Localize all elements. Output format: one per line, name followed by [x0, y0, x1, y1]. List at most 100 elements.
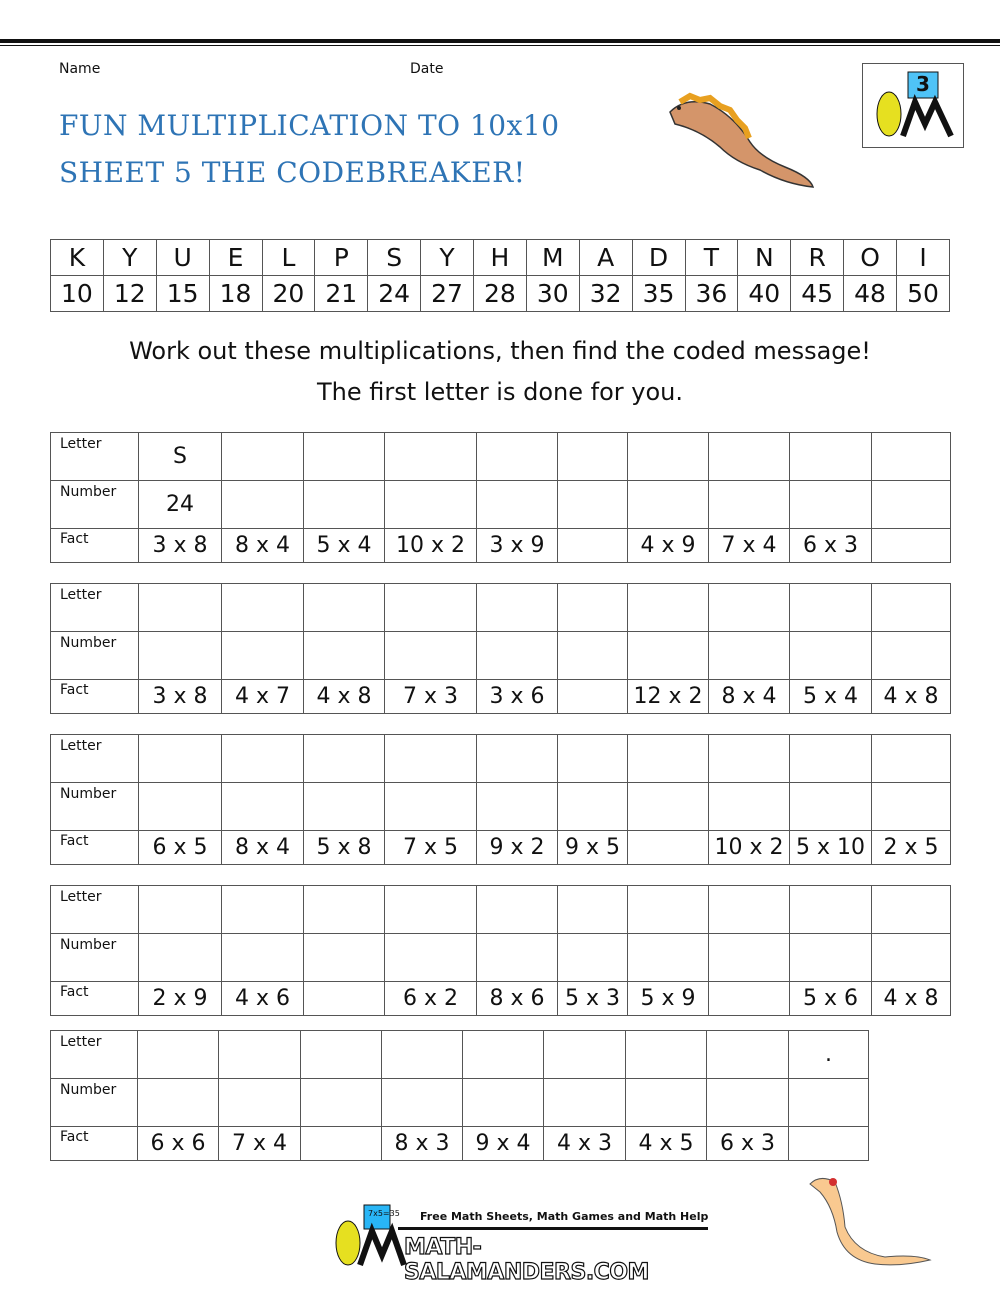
number-cell[interactable] [384, 480, 477, 529]
letter-cell[interactable] [303, 432, 385, 481]
number-cell[interactable] [221, 782, 304, 831]
letter-cell[interactable] [462, 1030, 544, 1079]
number-cell[interactable] [384, 631, 477, 680]
letter-cell[interactable] [708, 885, 790, 934]
letter-cell[interactable] [303, 734, 385, 783]
letter-cell[interactable] [300, 1030, 382, 1079]
letter-cell[interactable] [557, 583, 628, 632]
letter-cell[interactable] [138, 583, 222, 632]
number-cell[interactable] [476, 782, 558, 831]
number-cell[interactable] [627, 782, 709, 831]
letter-cell[interactable]: S [138, 432, 222, 481]
number-cell[interactable] [871, 933, 951, 982]
letter-cell[interactable] [381, 1030, 463, 1079]
letter-cell[interactable] [708, 432, 790, 481]
letter-cell[interactable] [543, 1030, 626, 1079]
letter-cell[interactable] [221, 432, 304, 481]
letter-cell[interactable] [557, 432, 628, 481]
letter-cell[interactable] [476, 734, 558, 783]
number-cell[interactable] [557, 782, 628, 831]
number-cell[interactable] [137, 1078, 219, 1127]
number-cell[interactable] [788, 1078, 869, 1127]
number-cell[interactable] [627, 933, 709, 982]
number-cell[interactable] [138, 933, 222, 982]
number-cell[interactable] [557, 933, 628, 982]
letter-cell[interactable] [871, 432, 951, 481]
number-cell[interactable] [138, 631, 222, 680]
number-cell[interactable] [138, 782, 222, 831]
number-cell[interactable] [384, 933, 477, 982]
letter-cell[interactable] [384, 583, 477, 632]
fact-cell: 8 x 4 [708, 679, 790, 714]
number-cell[interactable] [384, 782, 477, 831]
number-cell[interactable] [462, 1078, 544, 1127]
number-cell[interactable] [303, 782, 385, 831]
letter-cell[interactable] [303, 583, 385, 632]
letter-cell[interactable]: . [788, 1030, 869, 1079]
letter-cell[interactable] [384, 734, 477, 783]
number-cell[interactable] [218, 1078, 301, 1127]
number-cell[interactable] [708, 631, 790, 680]
number-cell[interactable] [221, 631, 304, 680]
letter-cell[interactable] [789, 885, 872, 934]
letter-cell[interactable] [218, 1030, 301, 1079]
letter-cell[interactable] [871, 583, 951, 632]
number-cell[interactable] [543, 1078, 626, 1127]
letter-cell[interactable] [557, 885, 628, 934]
number-cell[interactable] [221, 480, 304, 529]
letter-cell[interactable] [789, 432, 872, 481]
number-cell[interactable] [300, 1078, 382, 1127]
number-cell[interactable] [708, 782, 790, 831]
number-cell[interactable] [625, 1078, 707, 1127]
number-cell[interactable] [708, 933, 790, 982]
letter-cell[interactable] [557, 734, 628, 783]
number-cell[interactable] [789, 631, 872, 680]
letter-cell[interactable] [384, 885, 477, 934]
letter-cell[interactable] [627, 885, 709, 934]
letter-cell[interactable] [137, 1030, 219, 1079]
letter-cell[interactable] [789, 583, 872, 632]
number-cell[interactable] [303, 933, 385, 982]
letter-cell[interactable] [627, 432, 709, 481]
number-cell[interactable] [789, 782, 872, 831]
letter-cell[interactable] [627, 734, 709, 783]
number-cell[interactable] [303, 631, 385, 680]
letter-cell[interactable] [303, 885, 385, 934]
letter-cell[interactable] [708, 734, 790, 783]
letter-cell[interactable] [871, 885, 951, 934]
letter-cell[interactable] [476, 885, 558, 934]
number-cell[interactable] [789, 480, 872, 529]
number-cell[interactable] [789, 933, 872, 982]
number-cell[interactable] [708, 480, 790, 529]
letter-cell[interactable] [221, 583, 304, 632]
number-cell[interactable] [557, 631, 628, 680]
letter-cell[interactable] [476, 432, 558, 481]
number-cell[interactable] [476, 631, 558, 680]
number-cell[interactable] [871, 782, 951, 831]
letter-cell[interactable] [706, 1030, 789, 1079]
number-cell[interactable] [557, 480, 628, 529]
number-cell[interactable] [871, 480, 951, 529]
letter-cell[interactable] [708, 583, 790, 632]
letter-cell[interactable] [871, 734, 951, 783]
letter-cell[interactable] [138, 734, 222, 783]
number-cell[interactable]: 24 [138, 480, 222, 529]
number-cell[interactable] [871, 631, 951, 680]
letter-cell[interactable] [789, 734, 872, 783]
letter-cell[interactable] [138, 885, 222, 934]
letter-cell[interactable] [384, 432, 477, 481]
number-cell[interactable] [627, 631, 709, 680]
letter-cell[interactable] [221, 734, 304, 783]
letter-cell[interactable] [476, 583, 558, 632]
number-cell[interactable] [303, 480, 385, 529]
letter-cell[interactable] [221, 885, 304, 934]
number-cell[interactable] [476, 933, 558, 982]
number-cell[interactable] [706, 1078, 789, 1127]
number-cell[interactable] [627, 480, 709, 529]
letter-cell[interactable] [625, 1030, 707, 1079]
number-cell[interactable] [381, 1078, 463, 1127]
letter-cell[interactable] [627, 583, 709, 632]
number-cell[interactable] [221, 933, 304, 982]
number-cell[interactable] [476, 480, 558, 529]
